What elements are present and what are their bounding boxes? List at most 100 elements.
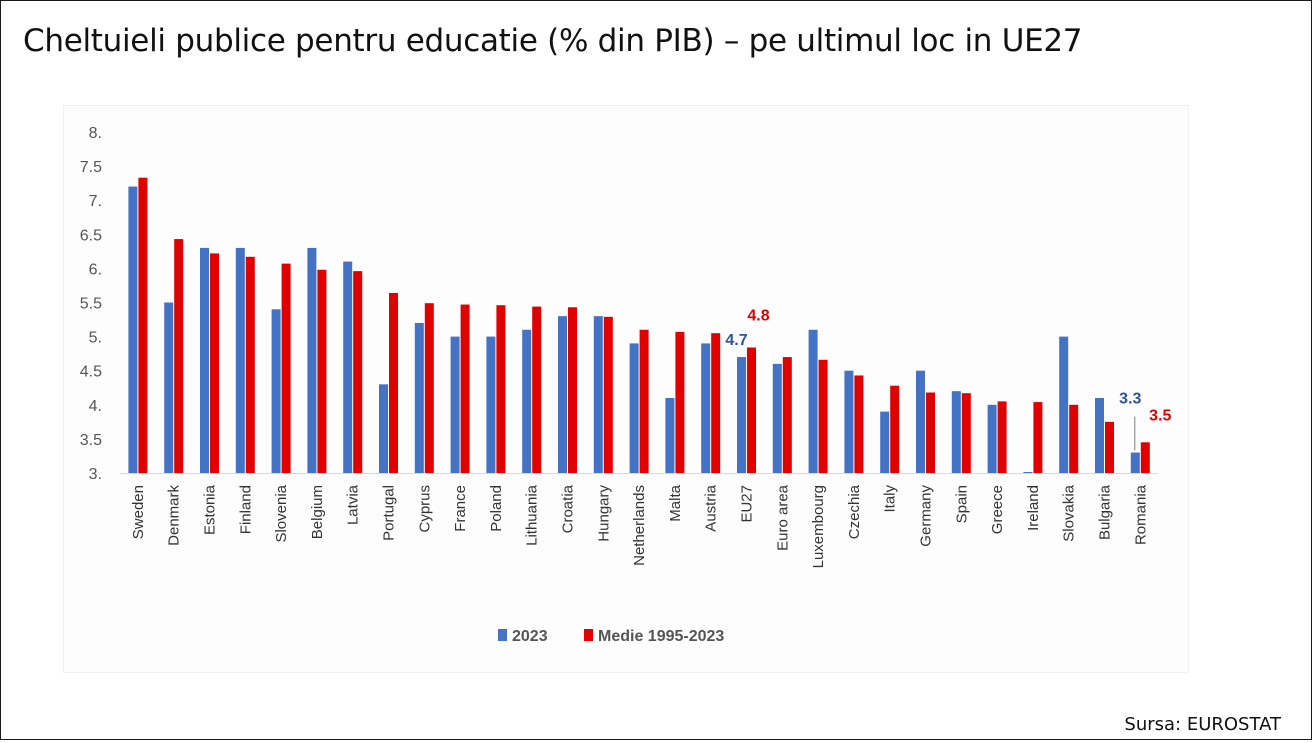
category-label: Spain <box>953 485 970 523</box>
category-label: Poland <box>488 485 505 532</box>
bar-2023-eu27 <box>737 357 746 473</box>
category-label: Cyprus <box>416 485 433 533</box>
y-tick-label: 4.5 <box>80 364 102 381</box>
y-tick-label: 7.5 <box>80 159 102 176</box>
bar-avg-ireland <box>1033 402 1043 473</box>
bar-avg-euro-area <box>782 357 792 473</box>
category-label: Slovakia <box>1061 484 1078 541</box>
bar-avg-france <box>460 304 470 473</box>
category-label: Belgium <box>309 485 326 539</box>
data-label-annotation: 3.3 <box>1119 391 1141 408</box>
bar-2023-italy <box>880 411 890 473</box>
data-label-annotation: 3.5 <box>1149 407 1171 424</box>
y-tick-label: 4. <box>89 398 102 415</box>
category-label: Latvia <box>345 484 362 525</box>
bar-avg-austria <box>711 333 721 473</box>
bar-avg-italy <box>890 385 900 473</box>
bar-2023-romania <box>1130 452 1140 473</box>
category-label: Slovenia <box>273 484 290 542</box>
bar-2023-belgium <box>307 247 317 473</box>
bar-2023-slovenia <box>271 309 281 473</box>
source-note: Sursa: EUROSTAT <box>1124 714 1281 735</box>
category-label: Italy <box>882 485 899 513</box>
category-label: Portugal <box>381 485 398 541</box>
bar-2023-germany <box>916 370 925 473</box>
bar-avg-czechia <box>854 375 864 473</box>
category-label: Lithuania <box>524 484 541 546</box>
category-label: Hungary <box>595 485 612 542</box>
y-tick-label: 8. <box>89 125 102 142</box>
bar-2023-bulgaria <box>1095 397 1104 473</box>
y-tick-label: 7. <box>89 193 102 210</box>
bar-avg-slovakia <box>1069 404 1079 473</box>
category-label: Ireland <box>1025 485 1042 531</box>
bar-2023-sweden <box>128 186 138 473</box>
y-tick-label: 6. <box>89 261 102 278</box>
bar-2023-cyprus <box>414 322 424 473</box>
bar-2023-finland <box>235 247 245 473</box>
bar-2023-ireland <box>1023 472 1033 473</box>
bar-2023-greece <box>987 404 997 473</box>
category-label: Sweden <box>130 485 147 539</box>
category-label: Germany <box>918 485 935 547</box>
legend-swatch <box>498 629 507 641</box>
category-label: Luxembourg <box>810 485 827 568</box>
category-label: EU27 <box>739 485 756 523</box>
bar-2023-euro-area <box>772 363 782 473</box>
category-label: Finland <box>237 485 254 534</box>
bar-2023-austria <box>701 343 711 473</box>
bar-2023-luxembourg <box>808 329 818 473</box>
bar-avg-germany <box>926 392 935 473</box>
bar-avg-greece <box>997 401 1007 473</box>
bar-avg-poland <box>496 305 506 473</box>
bar-avg-luxembourg <box>818 359 828 473</box>
bar-avg-cyprus <box>424 303 434 473</box>
legend-label: 2023 <box>512 628 548 645</box>
y-tick-label: 5. <box>89 330 102 347</box>
y-tick-label: 6.5 <box>80 227 102 244</box>
y-tick-label: 3.5 <box>80 432 102 449</box>
bar-2023-denmark <box>164 302 174 473</box>
bar-avg-malta <box>675 331 685 473</box>
bar-avg-latvia <box>353 271 363 473</box>
bar-avg-portugal <box>389 292 398 473</box>
bar-2023-malta <box>665 397 675 473</box>
bar-2023-netherlands <box>629 343 639 473</box>
y-tick-label: 5.5 <box>80 296 102 313</box>
bar-2023-latvia <box>343 261 353 473</box>
bar-avg-spain <box>961 393 971 473</box>
data-label-annotation: 4.7 <box>725 332 747 349</box>
bar-2023-portugal <box>379 384 388 473</box>
bar-avg-hungary <box>603 316 613 473</box>
category-label: Austria <box>703 484 720 531</box>
category-label: France <box>452 485 469 532</box>
y-tick-label: 3. <box>89 466 102 483</box>
bar-avg-estonia <box>210 253 219 473</box>
bar-avg-denmark <box>174 239 184 473</box>
category-label: Bulgaria <box>1097 484 1114 540</box>
bar-avg-eu27 <box>747 347 756 473</box>
bar-avg-sweden <box>138 177 148 473</box>
bar-avg-croatia <box>568 307 577 473</box>
bar-2023-lithuania <box>522 329 532 473</box>
category-label: Malta <box>667 484 684 521</box>
bar-avg-bulgaria <box>1105 421 1114 473</box>
bar-2023-france <box>450 336 460 473</box>
bar-avg-slovenia <box>281 263 291 473</box>
bar-avg-romania <box>1140 442 1150 473</box>
category-label: Greece <box>989 485 1006 534</box>
bar-2023-slovakia <box>1059 336 1069 473</box>
bar-avg-netherlands <box>639 329 649 473</box>
bar-2023-spain <box>951 391 961 473</box>
category-label: Denmark <box>166 485 183 546</box>
bar-2023-poland <box>486 336 496 473</box>
category-label: Estonia <box>202 484 219 535</box>
legend-swatch <box>584 629 593 641</box>
legend-label: Medie 1995-2023 <box>598 628 724 645</box>
category-label: Euro area <box>774 484 791 551</box>
bar-avg-belgium <box>317 269 327 473</box>
category-label: Czechia <box>846 484 863 539</box>
data-label-annotation: 4.8 <box>747 308 769 325</box>
category-label: Romania <box>1132 484 1149 545</box>
